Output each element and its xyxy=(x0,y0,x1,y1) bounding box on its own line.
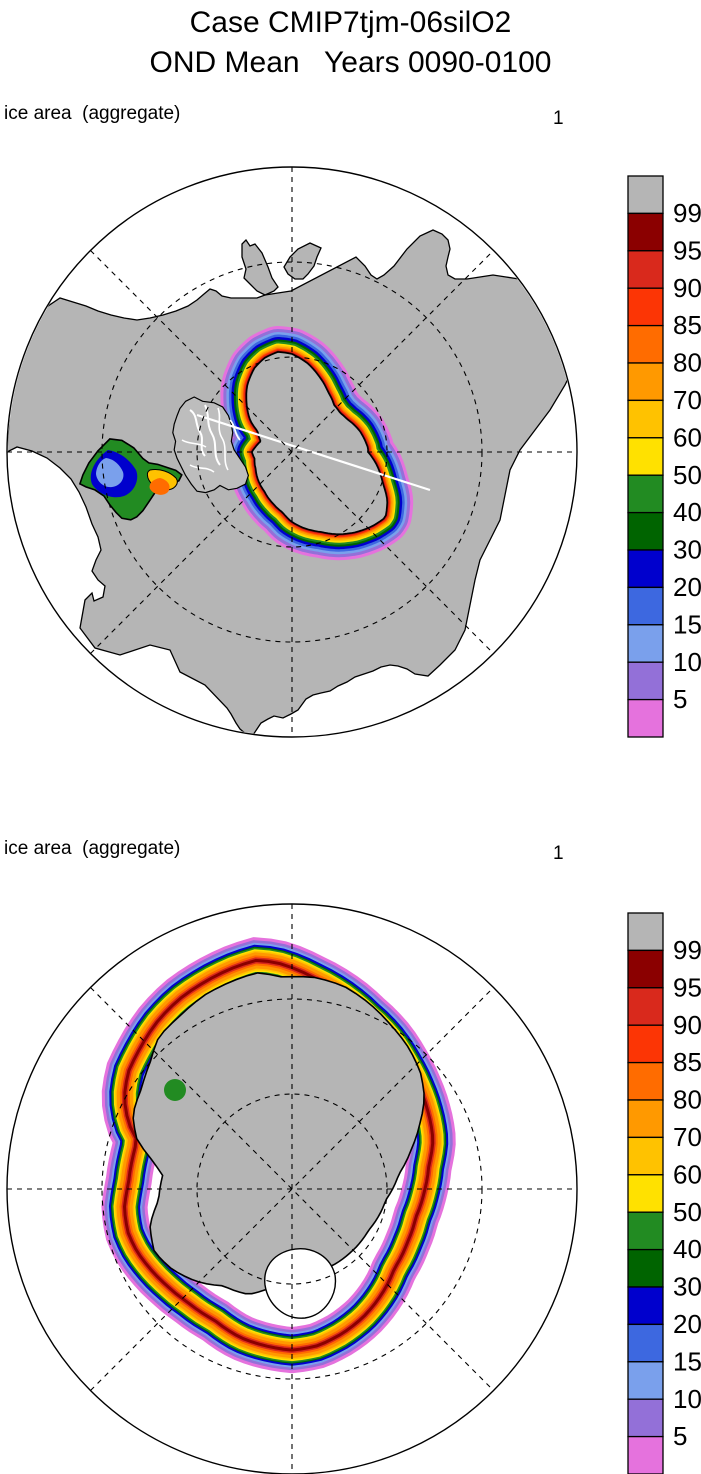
svg-text:85: 85 xyxy=(673,1047,701,1077)
svg-text:20: 20 xyxy=(673,1309,701,1339)
svg-text:80: 80 xyxy=(673,1085,701,1115)
svg-text:50: 50 xyxy=(673,1197,701,1227)
svg-text:5: 5 xyxy=(673,1421,687,1451)
svg-text:50: 50 xyxy=(673,460,701,490)
svg-text:95: 95 xyxy=(673,235,701,265)
svg-text:20: 20 xyxy=(673,572,701,602)
svg-text:85: 85 xyxy=(673,310,701,340)
svg-text:70: 70 xyxy=(673,385,701,415)
svg-text:40: 40 xyxy=(673,1234,701,1264)
svg-text:90: 90 xyxy=(673,1010,701,1040)
svg-text:40: 40 xyxy=(673,497,701,527)
svg-text:99: 99 xyxy=(673,198,701,228)
svg-text:99: 99 xyxy=(673,935,701,965)
svg-text:90: 90 xyxy=(673,273,701,303)
svg-text:80: 80 xyxy=(673,348,701,378)
svg-text:30: 30 xyxy=(673,535,701,565)
svg-text:30: 30 xyxy=(673,1272,701,1302)
svg-text:10: 10 xyxy=(673,1384,701,1414)
svg-text:10: 10 xyxy=(673,647,701,677)
svg-text:60: 60 xyxy=(673,422,701,452)
svg-text:5: 5 xyxy=(673,684,687,714)
svg-text:60: 60 xyxy=(673,1159,701,1189)
svg-text:15: 15 xyxy=(673,1346,701,1376)
svg-text:95: 95 xyxy=(673,972,701,1002)
svg-text:15: 15 xyxy=(673,609,701,639)
svg-text:70: 70 xyxy=(673,1122,701,1152)
